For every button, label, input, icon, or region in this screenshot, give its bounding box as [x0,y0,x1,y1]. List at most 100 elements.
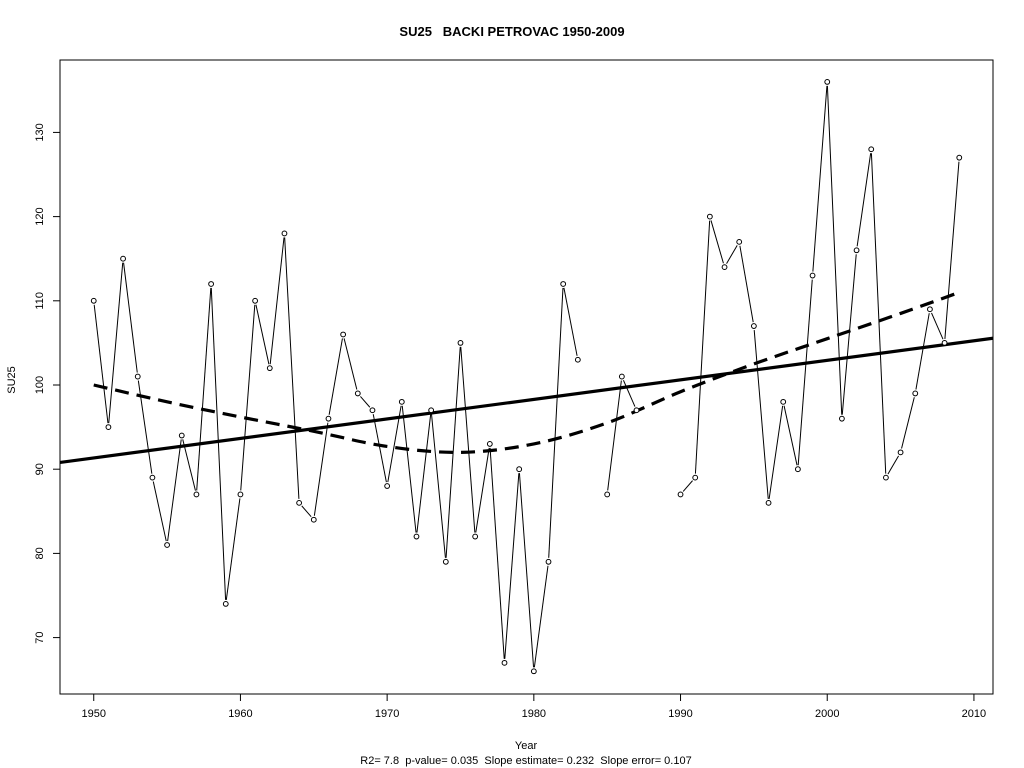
data-point [736,238,743,245]
data-point [853,247,860,254]
series-segment [328,338,343,415]
series-segment [431,414,446,558]
series-segment [489,447,505,659]
data-point [149,474,156,481]
data-point [560,281,567,287]
series-segment [167,439,182,542]
data-point [516,466,523,473]
data-point [545,558,552,565]
data-point [530,668,537,675]
data-point [398,398,405,405]
data-point [486,441,493,447]
series-segment [123,262,138,373]
series-segment [518,473,535,668]
series-segment [108,262,124,424]
series-segment [372,414,387,483]
series-segment [313,422,329,516]
data-point [384,483,391,489]
smoothed-curve [93,290,960,454]
series-segment [284,237,300,499]
data-point [912,390,919,397]
series-segment [548,287,564,558]
series-segment [533,565,549,668]
series-segment [196,287,212,491]
x-tick-label: 1960 [228,708,252,720]
series-segment [475,447,490,533]
data-point [178,432,185,439]
series-segment [931,312,944,340]
data-point [472,533,479,540]
linear-trend-line [60,336,993,465]
data-point [839,415,845,422]
data-point [340,331,347,338]
series-segment [726,245,738,264]
data-point [794,466,801,473]
series-segment [915,313,930,390]
x-tick-label: 2010 [962,708,986,720]
data-point [442,558,449,565]
data-point [677,491,684,498]
series-segment [856,153,872,247]
y-tick-label: 130 [34,123,46,141]
data-point [193,491,200,498]
series-segment [887,455,900,475]
data-point [824,78,831,85]
series-segment [768,405,784,499]
series-segment [607,380,622,491]
plot-frame [59,59,994,695]
data-point [296,499,303,506]
series-segment [812,85,828,272]
data-point [222,601,229,607]
data-point [956,154,963,161]
series-segment [504,473,520,659]
series-segment [563,287,578,356]
series-segment [901,397,915,449]
series-segment [387,405,402,483]
data-point [604,491,611,498]
series-segment [152,481,167,542]
data-point [120,255,126,262]
data-point [574,356,581,363]
x-tick-label: 1950 [81,708,105,720]
data-point [765,499,772,506]
data-point [501,659,508,666]
data-point [105,424,112,430]
data-point [750,323,757,329]
series-segment [301,505,312,518]
series-segment [93,304,109,424]
series-segment [944,161,960,339]
series-segment [137,380,153,474]
series-segment [343,338,358,390]
series-segment [797,279,813,466]
series-segment [182,439,196,491]
x-tick-label: 1980 [522,708,546,720]
data-point [941,340,948,346]
series-segment [710,220,724,264]
data-point [354,390,361,397]
series-segment [694,220,711,474]
series-segment [269,237,285,365]
data-point [780,398,787,405]
x-axis-label: Year [514,740,538,752]
y-tick-label: 70 [34,631,46,643]
y-tick-label: 110 [34,292,46,310]
data-point [721,264,728,271]
data-point [208,281,214,287]
series-segment [445,346,461,558]
data-point [310,516,317,523]
series-segment [240,304,256,491]
data-point [457,340,464,346]
data-point [706,213,713,220]
data-point [927,306,933,313]
data-point [134,373,141,380]
data-point [692,474,699,481]
data-point [281,230,288,237]
data-point [325,415,332,422]
series-segment [225,498,241,601]
y-tick-label: 80 [34,547,46,559]
data-point [413,533,420,540]
x-tick-label: 1970 [375,708,399,720]
data-point [897,449,904,456]
series-segment [416,414,432,533]
